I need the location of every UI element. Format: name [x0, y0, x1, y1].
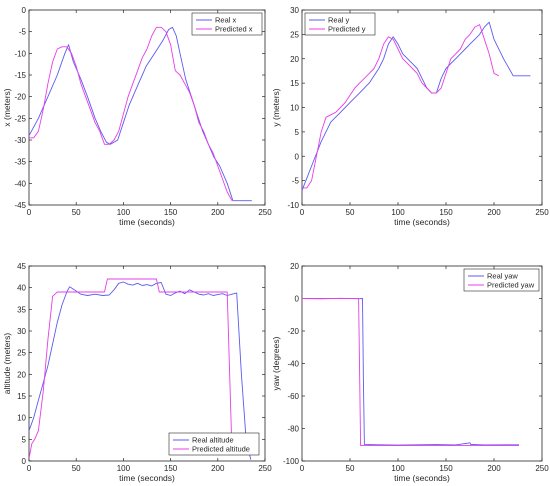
y-tick-label: 5	[295, 128, 300, 137]
legend-label: Predicted altitude	[192, 445, 250, 454]
y-axis-label: y (meters)	[271, 88, 281, 126]
y-tick-label: 35	[17, 305, 26, 314]
legend-label: Real y	[328, 16, 350, 25]
chart-panel-4: 0 50 100 150 200 250 -100 -80 -60 -40 -20 0 20 time (…	[271, 262, 549, 483]
y-tick-label: -10	[287, 201, 299, 210]
series-line-real-altitude	[29, 281, 252, 460]
x-tick-label: 200	[487, 464, 501, 473]
x-tick-label: 150	[439, 464, 453, 473]
legend-label: Real yaw	[487, 272, 518, 281]
y-tick-label: -30	[14, 136, 26, 145]
y-tick-label: -20	[14, 93, 26, 102]
x-tick-label: 100	[117, 208, 131, 217]
y-tick-label: 45	[17, 262, 26, 271]
y-tick-label: -45	[14, 201, 26, 210]
y-tick-label: -10	[14, 49, 26, 58]
x-tick-label: 250	[535, 464, 549, 473]
y-tick-label: 25	[290, 30, 299, 39]
y-tick-label: 20	[17, 370, 26, 379]
y-tick-label: 30	[290, 6, 299, 15]
x-tick-label: 100	[391, 464, 405, 473]
x-tick-label: 0	[27, 208, 32, 217]
y-tick-label: 20	[290, 262, 299, 271]
y-tick-label: 10	[17, 414, 26, 423]
x-tick-label: 0	[27, 464, 32, 473]
x-tick-label: 100	[391, 208, 405, 217]
x-tick-label: 50	[346, 208, 355, 217]
y-tick-label: 0	[22, 457, 27, 466]
x-tick-label: 150	[164, 464, 178, 473]
x-tick-label: 50	[346, 464, 355, 473]
legend-label: Real altitude	[192, 436, 234, 445]
y-tick-label: -40	[14, 179, 26, 188]
x-tick-label: 250	[258, 464, 272, 473]
y-tick-label: 10	[290, 104, 299, 113]
series-line-predicted-altitude	[29, 278, 233, 459]
x-tick-label: 250	[535, 208, 549, 217]
y-tick-label: 25	[17, 349, 26, 358]
y-tick-label: 0	[295, 295, 300, 304]
y-axis-label: altitude (meters)	[2, 333, 12, 395]
y-tick-label: 20	[290, 55, 299, 64]
x-axis-label: time (seconds)	[119, 473, 175, 483]
x-tick-label: 0	[300, 208, 305, 217]
y-tick-label: -15	[14, 71, 26, 80]
series-line-real-x	[29, 26, 252, 202]
y-tick-label: -5	[19, 28, 27, 37]
y-tick-label: -25	[14, 114, 26, 123]
legend-label: Predicted y	[328, 25, 366, 34]
y-tick-label: -80	[287, 425, 299, 434]
x-tick-label: 250	[258, 208, 272, 217]
x-tick-label: 150	[164, 208, 178, 217]
plot-area	[28, 265, 266, 462]
legend-label: Real x	[215, 16, 237, 25]
y-tick-label: 5	[22, 435, 27, 444]
y-tick-label: 15	[290, 79, 299, 88]
y-tick-label: 0	[295, 152, 300, 161]
series-line-predicted-yaw	[302, 298, 519, 447]
legend-label: Predicted x	[215, 25, 253, 34]
x-tick-label: 200	[211, 464, 225, 473]
series-line-predicted-y	[302, 24, 500, 189]
x-axis-label: time (seconds)	[394, 473, 450, 483]
y-tick-label: 15	[17, 392, 26, 401]
x-tick-label: 50	[72, 208, 81, 217]
y-axis-label: x (meters)	[2, 88, 12, 126]
y-tick-label: -40	[287, 360, 299, 369]
plot-area	[28, 9, 266, 206]
chart-panel-3: 0 50 100 150 200 250 0 5 10 15 20 25 30 35 40 45 time (s…	[2, 262, 272, 483]
y-tick-label: 0	[22, 6, 27, 15]
x-tick-label: 100	[117, 464, 131, 473]
series-line-predicted-x	[29, 26, 233, 201]
x-tick-label: 150	[439, 208, 453, 217]
chart-panel-1: 0 50 100 150 200 250 -45 -40 -35 -30 -25 -20 -15 -10 -…	[2, 6, 272, 227]
y-tick-label: -35	[14, 158, 26, 167]
plot-area	[301, 265, 543, 462]
x-tick-label: 0	[300, 464, 305, 473]
y-tick-label: 30	[17, 327, 26, 336]
y-axis-label: yaw (degrees)	[271, 336, 281, 390]
x-tick-label: 200	[487, 208, 501, 217]
y-tick-label: -20	[287, 327, 299, 336]
y-tick-label: -5	[292, 177, 300, 186]
legend-box	[168, 432, 260, 456]
legend-label: Predicted yaw	[487, 281, 535, 290]
x-axis-label: time (seconds)	[394, 217, 450, 227]
x-tick-label: 200	[211, 208, 225, 217]
x-tick-label: 50	[72, 464, 81, 473]
y-tick-label: 40	[17, 284, 26, 293]
chart-panel-2: 0 50 100 150 200 250 -10 -5 0 5 10 15 20 25 30 time (se…	[271, 6, 549, 227]
y-tick-label: -60	[287, 392, 299, 401]
plot-area	[301, 9, 543, 206]
y-tick-label: -100	[283, 457, 300, 466]
x-axis-label: time (seconds)	[119, 217, 175, 227]
